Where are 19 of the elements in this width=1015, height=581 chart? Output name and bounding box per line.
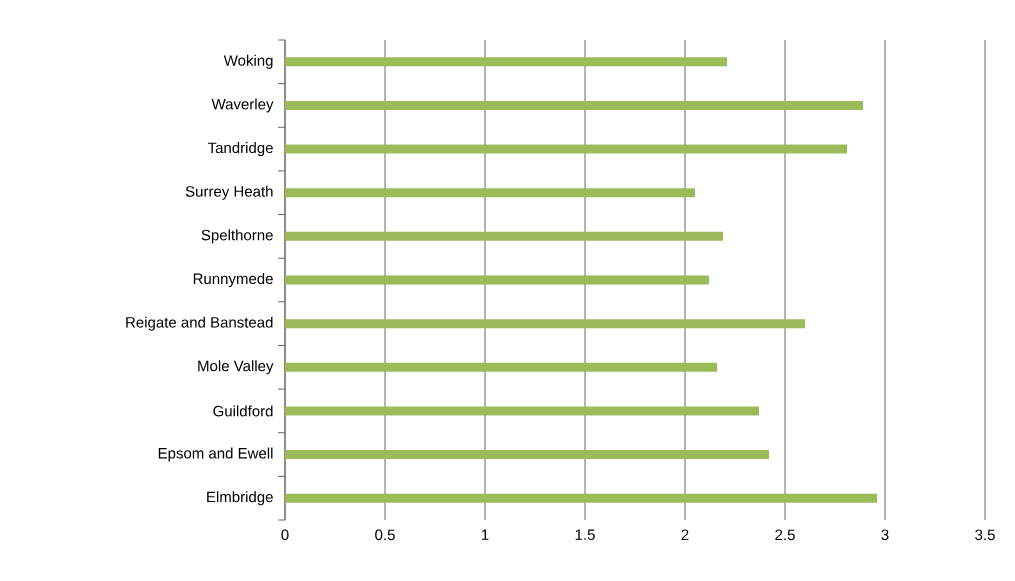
y-tick-label: Elmbridge [207,491,273,506]
y-tick-label: Tandridge [207,142,273,157]
y-tick-label: Epsom and Ewell [158,447,273,462]
x-tick-label: 1.5 [575,529,595,540]
x-tick-label: 3.5 [975,529,995,541]
x-tick-label: 2.5 [775,529,795,541]
y-tick-label: Reigate and Banstead [126,316,273,331]
x-tick-label: 0.5 [375,529,395,541]
y-tick-label: Mole Valley [198,360,274,375]
y-tick-label: Spelthorne [201,229,273,244]
y-tick-label: Woking [223,54,273,69]
y-tick-label: Runnymede [193,273,273,287]
y-tick-label: Surrey Heath [185,185,273,200]
y-tick-label: Waverley [211,98,274,113]
x-tick-label: 2 [681,529,689,540]
x-tick-label: 3 [881,529,889,541]
x-tick-label: 0 [281,529,289,541]
y-tick-label: Guildford [213,405,273,417]
x-tick-label: 1 [481,529,489,540]
